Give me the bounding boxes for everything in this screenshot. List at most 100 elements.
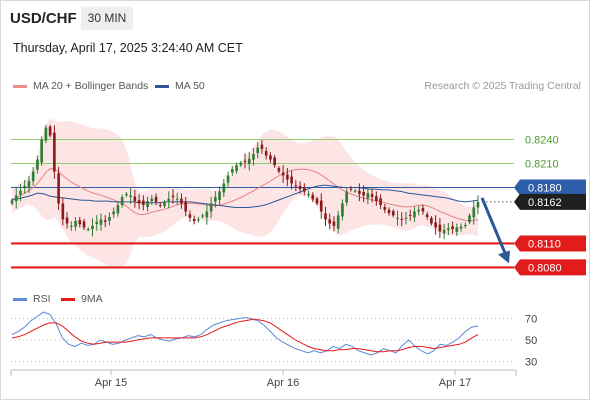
candle-body xyxy=(463,225,467,227)
candle-body xyxy=(349,188,353,190)
rsi-line xyxy=(11,311,479,356)
level-tag-0.8110 xyxy=(514,235,586,252)
candle-body xyxy=(430,218,433,224)
candle-body xyxy=(256,147,260,153)
last-price-label: 0.8162 xyxy=(528,197,562,209)
candle-body xyxy=(421,207,425,212)
candle-body xyxy=(99,219,103,225)
candle-body xyxy=(408,214,412,216)
candle-body xyxy=(146,201,149,208)
candle-body xyxy=(197,219,200,221)
legend-rsi-label: RSI xyxy=(33,293,51,305)
candle-body xyxy=(36,159,39,170)
candle-body xyxy=(218,191,221,200)
ma50-line xyxy=(11,184,479,208)
candle-body xyxy=(27,181,31,188)
candle-body xyxy=(379,198,382,206)
candle-body xyxy=(290,176,293,184)
candle-body xyxy=(86,229,90,231)
candle-body xyxy=(332,221,336,226)
rsi-swatch xyxy=(13,297,27,301)
candle-body xyxy=(19,190,22,195)
candle-body xyxy=(353,190,357,192)
candle-body xyxy=(116,205,120,214)
legend-ma50: MA 50 xyxy=(155,80,205,92)
candle-body xyxy=(205,211,209,218)
candle-body xyxy=(65,217,69,224)
level-label-0.8210: 0.8210 xyxy=(525,159,559,171)
candle-body xyxy=(298,185,302,190)
candle-body xyxy=(383,207,387,210)
candle-body xyxy=(396,217,399,219)
candle-body xyxy=(171,195,175,198)
candle-body xyxy=(192,218,196,222)
legend-rsi: RSI xyxy=(13,293,51,305)
candle-body xyxy=(91,225,94,230)
x-tick-label: Apr 16 xyxy=(267,377,299,389)
legend-ma20-label: MA 20 + Bollinger Bands xyxy=(33,80,149,92)
candle-body xyxy=(391,211,395,216)
candle-body xyxy=(442,229,446,234)
candle-body xyxy=(387,209,391,214)
candle-body xyxy=(61,203,65,220)
candle-body xyxy=(302,187,306,192)
bollinger-band xyxy=(12,118,478,269)
legend-rsi-ma: 9MA xyxy=(61,293,103,305)
candle-body xyxy=(269,155,272,160)
candle-body xyxy=(158,204,162,206)
candle-body xyxy=(273,157,276,166)
timeframe-badge[interactable]: 30 MIN xyxy=(81,7,133,30)
candle-body xyxy=(78,220,82,225)
candle-body xyxy=(53,132,56,172)
candle-body xyxy=(163,201,166,207)
candle-body xyxy=(125,193,128,196)
candle-body xyxy=(404,217,408,219)
candle-body xyxy=(167,198,171,201)
candle-body xyxy=(44,127,48,141)
candle-body xyxy=(209,203,213,212)
candle-body xyxy=(375,196,378,202)
candle-body xyxy=(82,221,86,228)
x-tick-label: Apr 17 xyxy=(439,377,471,389)
candle-body xyxy=(57,173,60,204)
candle-body xyxy=(74,221,77,227)
candle-body xyxy=(311,194,315,200)
candle-body xyxy=(23,185,27,188)
candle-body xyxy=(214,197,217,202)
candle-body xyxy=(260,144,264,150)
candle-body xyxy=(366,193,370,199)
candle-body xyxy=(120,197,124,206)
candle-body xyxy=(315,198,319,204)
legend-ma20: MA 20 + Bollinger Bands xyxy=(13,80,148,92)
rsi-tick-30: 30 xyxy=(525,356,537,368)
candle-body xyxy=(328,219,332,224)
candle-body xyxy=(341,203,344,217)
candle-body xyxy=(133,196,137,202)
ma20-swatch xyxy=(13,84,27,88)
candle-body xyxy=(239,162,243,166)
candle-body xyxy=(10,200,14,204)
candle-body xyxy=(319,200,323,212)
candle-body xyxy=(324,213,327,220)
candle-body xyxy=(472,207,476,218)
candle-body xyxy=(108,217,111,221)
candle-body xyxy=(103,220,107,222)
candle-body xyxy=(14,195,18,202)
candle-body xyxy=(95,221,99,224)
rsi-tick-70: 70 xyxy=(525,314,537,326)
rsi-tick-50: 50 xyxy=(525,335,537,347)
candle-body xyxy=(247,158,251,165)
candle-body xyxy=(425,214,429,218)
candle-body xyxy=(226,175,230,183)
x-tick-label: Apr 15 xyxy=(95,377,127,389)
level-label-0.8110: 0.8110 xyxy=(528,238,561,250)
candle-body xyxy=(188,214,192,218)
rsi-ma-line xyxy=(11,319,479,353)
candle-body xyxy=(112,211,115,215)
candle-body xyxy=(345,191,348,203)
candle-body xyxy=(137,200,141,204)
level-label-0.8080: 0.8080 xyxy=(528,262,562,274)
symbol-title: USD/CHF xyxy=(10,10,77,27)
candle-body xyxy=(230,169,234,173)
